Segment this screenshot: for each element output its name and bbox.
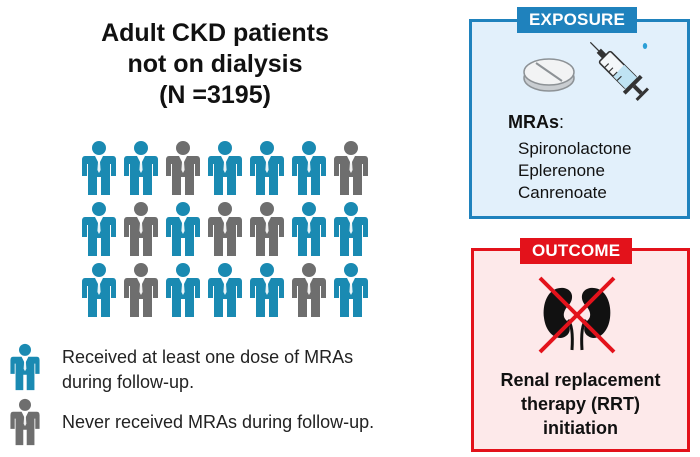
person-never-icon (8, 398, 42, 446)
drug-item: Spironolactone (518, 139, 632, 158)
title-line-2: not on dialysis (127, 50, 303, 78)
outcome-line-2: therapy (RRT) (520, 394, 640, 414)
person-received-icon (204, 140, 246, 201)
person-received-icon (78, 262, 120, 323)
person-received-icon (78, 201, 120, 262)
legend-received-line-2: during follow-up. (62, 372, 195, 392)
person-never-icon (246, 201, 288, 262)
person-received-icon (330, 262, 372, 323)
crossed-kidneys-icon (534, 272, 620, 363)
person-received-icon (162, 262, 204, 323)
mras-label-text: MRAs (508, 112, 560, 132)
title-line-1: Adult CKD patients (101, 19, 329, 47)
person-received-icon (78, 140, 120, 201)
person-never-icon (204, 201, 246, 262)
legend-received: Received at least one dose of MRAs durin… (8, 343, 353, 395)
outcome-line-1: Renal replacement (500, 370, 661, 390)
person-never-icon (120, 201, 162, 262)
exposure-tag: EXPOSURE (517, 7, 638, 33)
person-never-icon (330, 140, 372, 201)
person-received-icon (288, 140, 330, 201)
person-never-icon (120, 262, 162, 323)
patient-icon-grid (78, 140, 372, 323)
outcome-line-3: initiation (543, 418, 618, 438)
legend-received-line-1: Received at least one dose of MRAs (62, 347, 354, 367)
drug-list: Spironolactone Eplerenone Canrenoate (518, 138, 631, 204)
mras-label: MRAs: (508, 112, 564, 133)
person-received-icon (8, 343, 42, 391)
study-population-title: Adult CKD patients not on dialysis (N =3… (40, 18, 390, 111)
outcome-description: Renal replacement therapy (RRT) initiati… (478, 368, 683, 440)
person-received-icon (246, 140, 288, 201)
syringe-icon (590, 41, 649, 101)
person-received-icon (162, 201, 204, 262)
legend-received-text: Received at least one dose of MRAs durin… (62, 345, 353, 395)
person-never-icon (162, 140, 204, 201)
person-never-icon (288, 262, 330, 323)
person-received-icon (288, 201, 330, 262)
drug-item: Canrenoate (518, 183, 607, 202)
legend-never: Never received MRAs during follow-up. (8, 398, 374, 446)
outcome-tag: OUTCOME (520, 238, 633, 264)
exposure-icons (520, 40, 650, 104)
drug-item: Eplerenone (518, 161, 605, 180)
pill-icon (523, 58, 575, 92)
legend-never-line-1: Never received MRAs during follow-up. (62, 412, 375, 432)
person-received-icon (246, 262, 288, 323)
person-received-icon (204, 262, 246, 323)
legend-never-text: Never received MRAs during follow-up. (62, 410, 374, 435)
mras-label-colon: : (559, 112, 565, 132)
title-line-3: (N =3195) (159, 81, 271, 109)
person-received-icon (330, 201, 372, 262)
person-received-icon (120, 140, 162, 201)
